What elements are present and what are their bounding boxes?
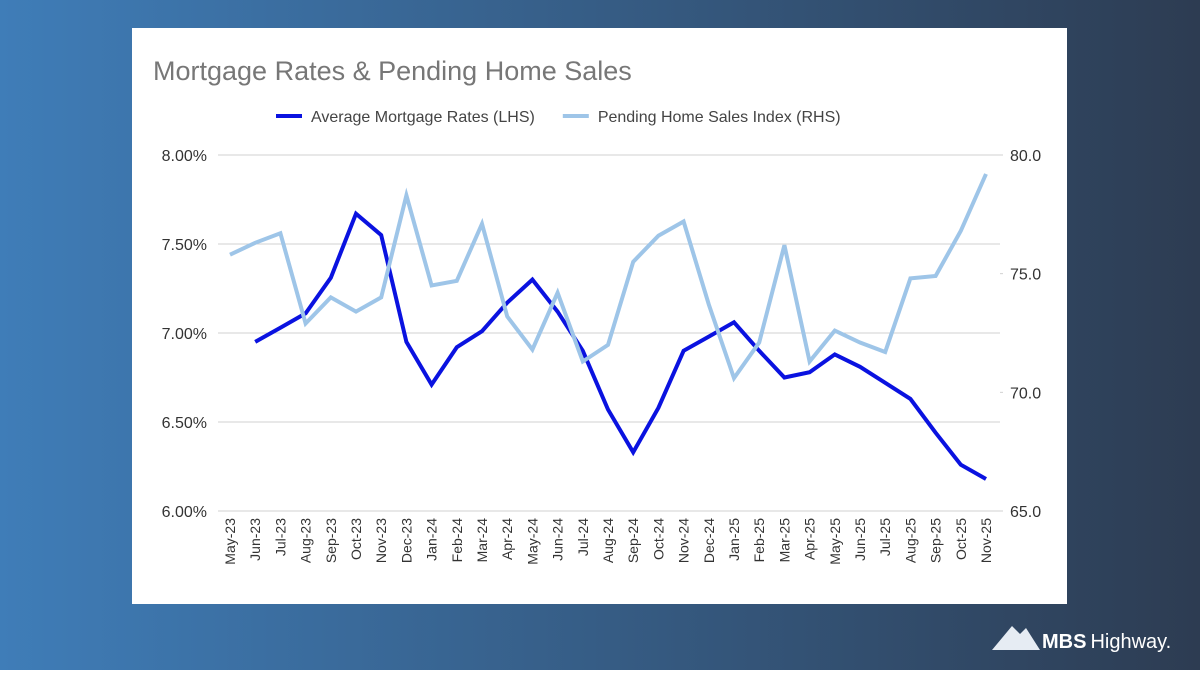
chart-panel — [132, 28, 1067, 604]
x-tick-label: Jun-24 — [550, 518, 566, 561]
y2-tick-label: 80.0 — [1010, 148, 1041, 165]
x-tick-label: Nov-23 — [373, 518, 389, 563]
x-tick-label: Sep-23 — [323, 518, 339, 563]
x-tick-label: Apr-25 — [802, 518, 818, 560]
y-tick-label: 7.00% — [162, 326, 207, 343]
x-tick-label: Jun-25 — [852, 518, 868, 561]
x-tick-label: Jul-23 — [272, 518, 288, 556]
y-tick-label: 8.00% — [162, 148, 207, 165]
x-tick-label: Feb-24 — [449, 518, 465, 563]
brand-suffix: Highway. — [1090, 631, 1171, 653]
y2-tick-label: 70.0 — [1010, 385, 1041, 402]
brand-name: MBS — [1042, 631, 1086, 653]
brand: MBS Highway. — [1042, 631, 1171, 653]
x-tick-label: Oct-23 — [348, 518, 364, 560]
x-tick-label: Jun-23 — [247, 518, 263, 561]
x-tick-label: Aug-24 — [600, 518, 616, 563]
series-line — [254, 210, 987, 481]
x-tick-label: Jul-24 — [575, 518, 591, 556]
chart-title: Mortgage Rates & Pending Home Sales — [153, 56, 632, 86]
x-tick-label: Oct-25 — [953, 518, 969, 560]
x-tick-label: Apr-24 — [499, 518, 515, 560]
y-tick-label: 7.50% — [162, 237, 207, 254]
x-tick-label: Dec-24 — [701, 518, 717, 563]
legend-label: Pending Home Sales Index (RHS) — [598, 109, 841, 126]
x-tick-label: Jul-25 — [877, 518, 893, 556]
y-tick-label: 6.50% — [162, 415, 207, 432]
x-tick-label: Aug-25 — [902, 518, 918, 563]
x-tick-label: Nov-24 — [676, 518, 692, 563]
x-tick-label: Aug-23 — [298, 518, 314, 563]
x-tick-label: Sep-24 — [625, 518, 641, 563]
x-tick-label: Oct-24 — [650, 518, 666, 560]
x-tick-label: Jan-25 — [726, 518, 742, 561]
x-tick-label: Dec-23 — [398, 518, 414, 563]
series-line — [229, 173, 988, 383]
x-tick-label: Jan-24 — [424, 518, 440, 561]
x-tick-label: Mar-25 — [776, 518, 792, 563]
x-tick-label: May-24 — [524, 518, 540, 565]
y-tick-label: 6.00% — [162, 504, 207, 521]
plot: 6.00% 6.50% 7.00% 7.50% 8.00% 65.0 70.0 75.0 80.… — [162, 109, 1042, 565]
x-tick-label: May-23 — [222, 518, 238, 565]
x-tick-label: Sep-25 — [928, 518, 944, 563]
x-tick-label: Feb-25 — [751, 518, 767, 563]
y2-tick-label: 75.0 — [1010, 267, 1041, 284]
brand-logo — [992, 626, 1040, 650]
x-tick-label: May-25 — [827, 518, 843, 565]
x-tick-label: Nov-25 — [978, 518, 994, 563]
y2-tick-label: 65.0 — [1010, 504, 1041, 521]
legend-label: Average Mortgage Rates (LHS) — [311, 109, 535, 126]
x-tick-label: Mar-24 — [474, 518, 490, 563]
